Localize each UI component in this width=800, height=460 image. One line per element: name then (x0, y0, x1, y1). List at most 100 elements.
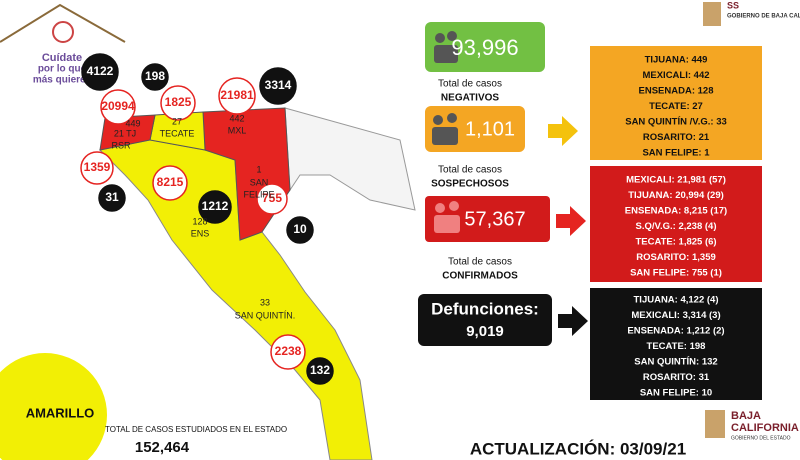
breakdown-item: ROSARITO: 1,359 (636, 252, 716, 263)
confirmed-icons (434, 201, 460, 233)
count-label: 1212 (202, 199, 229, 213)
summary-caption: Total de casos (448, 257, 512, 268)
logo-roof (0, 3, 126, 43)
deaths-label: Defunciones: (431, 299, 539, 318)
breakdown-item: SAN FELIPE: 1 (642, 148, 710, 159)
deaths-list-box (590, 288, 762, 400)
breakdown-item: ENSENADA: 1,212 (2) (627, 326, 724, 337)
count-circle (198, 190, 232, 224)
arrow (556, 206, 586, 236)
count-circle (152, 165, 188, 201)
count-label: 4122 (87, 64, 114, 78)
count-circle (286, 216, 314, 244)
arrow (558, 306, 588, 336)
neighbor-state (284, 107, 416, 211)
count-label: 20994 (101, 99, 135, 113)
people-icons (432, 31, 458, 145)
count-label: 21981 (220, 88, 254, 102)
footer-shield (705, 410, 725, 438)
breakdown-item: SAN FELIPE: 10 (640, 388, 712, 399)
breakdown-item: SAN QUINTÍN: 132 (634, 357, 717, 368)
count-circle (98, 184, 126, 212)
breakdown-item: ENSENADA: 8,215 (17) (625, 206, 727, 217)
map-label: TECATE (160, 128, 195, 138)
count-label: 1825 (165, 95, 192, 109)
arrow (548, 116, 578, 146)
count-circle (100, 89, 136, 125)
count-circle (218, 77, 256, 115)
count-circle (80, 151, 114, 185)
summary-value: 57,367 (464, 208, 525, 230)
summary-value: 1,101 (465, 118, 515, 140)
summary-value: 93,996 (451, 35, 518, 60)
summary-caption: Total de casos (438, 79, 502, 90)
count-circle (81, 53, 119, 91)
map-label: SAN QUINTÍN. (235, 310, 296, 320)
breakdown-item: MEXICALI: 21,981 (57) (626, 175, 726, 186)
map-label: 442 (229, 113, 244, 123)
map-label: RSR (111, 140, 131, 150)
breakdown-item: SAN FELIPE: 755 (1) (630, 268, 722, 279)
breakdown-item: MEXICALI: 442 (642, 70, 709, 81)
map-label: 21 TJ (114, 128, 136, 138)
breakdown-item: SAN QUINTÍN /V.G.: 33 (625, 117, 727, 128)
count-label: 3314 (265, 78, 292, 92)
summary-caption: Total de casos (438, 165, 502, 176)
breakdown-item: TIJUANA: 4,122 (4) (634, 295, 719, 306)
summary-caption: NEGATIVOS (441, 93, 499, 104)
map-label: 1 (256, 164, 261, 174)
breakdown-item: S.Q/V.G.: 2,238 (4) (636, 221, 717, 232)
map-label: FELIPE (243, 189, 274, 199)
breakdown-item: ROSARITO: 21 (643, 132, 710, 143)
breakdown-item: ROSARITO: 31 (643, 372, 710, 383)
count-label: 1359 (84, 160, 111, 174)
count-circle (160, 85, 196, 121)
map-label: 128 (192, 216, 207, 226)
count-label: 198 (145, 69, 165, 83)
status-circle (0, 353, 107, 460)
deaths-value: 9,019 (466, 323, 504, 340)
suspect-list-box (590, 46, 762, 160)
count-circle (256, 183, 288, 215)
count-circle (259, 67, 297, 105)
breakdown-item: TIJUANA: 20,994 (29) (628, 190, 724, 201)
count-label: 31 (105, 190, 119, 204)
studied-value: 152,464 (135, 439, 190, 456)
breakdown-item: TECATE: 27 (649, 101, 703, 112)
breakdown-item: TECATE: 1,825 (6) (635, 237, 716, 248)
slogan: más quieres (33, 75, 92, 86)
count-label: 2238 (275, 344, 302, 358)
breakdown-item: ENSENADA: 128 (639, 86, 714, 97)
summary-caption: SOSPECHOSOS (431, 179, 509, 190)
footer-tagline: GOBIERNO DEL ESTADO (731, 435, 791, 441)
slogan: Cuídate (42, 52, 82, 64)
slogan: por lo que (38, 64, 87, 75)
update: ACTUALIZACIÓN: 03/09/21 (470, 439, 686, 458)
count-label: 10 (293, 222, 307, 236)
logo-icon (52, 21, 74, 43)
studied-label: TOTAL DE CASOS ESTUDIADOS EN EL ESTADO (105, 425, 287, 434)
count-circle (306, 357, 334, 385)
map-label: 33 (260, 297, 270, 307)
breakdown-item: TIJUANA: 449 (645, 55, 708, 66)
map-label: MXL (228, 125, 247, 135)
map-label: 27 (172, 116, 182, 126)
summary-caption: CONFIRMADOS (442, 271, 518, 282)
shield (703, 2, 721, 26)
count-label: 132 (310, 363, 330, 377)
count-label: 755 (262, 191, 282, 205)
map-label: 449 (125, 118, 140, 128)
footer-title: BAJA (731, 410, 761, 422)
breakdown-item: TECATE: 198 (647, 341, 706, 352)
deaths-box (418, 294, 552, 346)
confirmed-list-box (590, 166, 762, 282)
count-label: 8215 (157, 175, 184, 189)
peninsula (98, 139, 373, 460)
map-label: SAN (250, 177, 269, 187)
count-circle (141, 63, 169, 91)
status: AMARILLO (26, 405, 95, 420)
agency: SS (727, 0, 739, 10)
breakdown-item: MEXICALI: 3,314 (3) (631, 310, 720, 321)
